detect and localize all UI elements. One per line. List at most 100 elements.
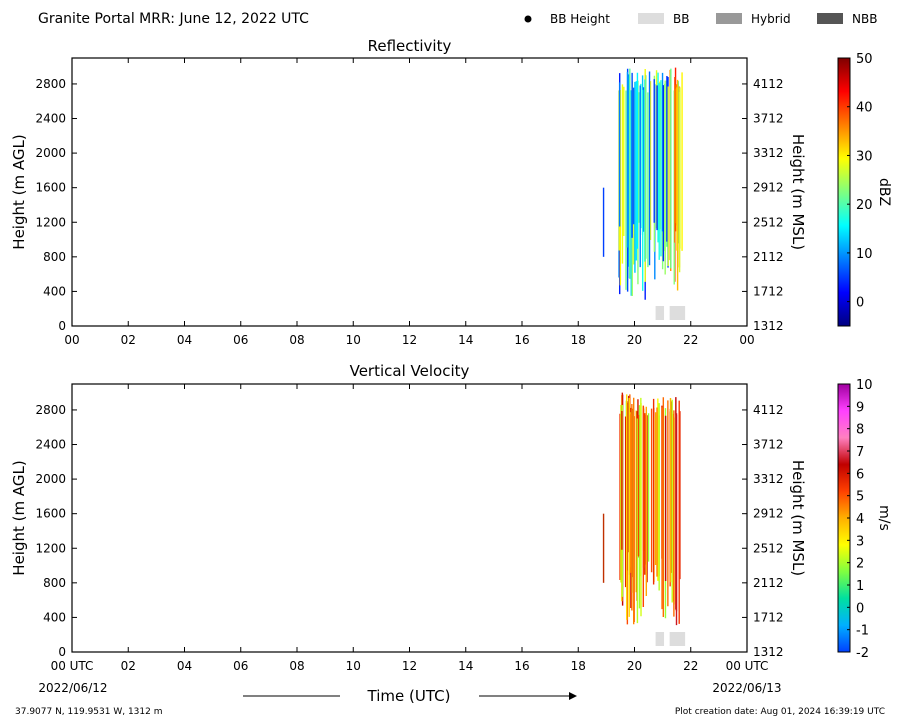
y-tick-label-right: 2912 [753, 181, 784, 195]
x-tick-label: 16 [514, 659, 529, 673]
legend-bb-height-label: BB Height [550, 12, 610, 26]
x-tick-label: 00 [64, 333, 79, 347]
x-tick-label: 00 UTC [51, 659, 94, 673]
legend-bb-label: BB [673, 12, 689, 26]
y-tick-label: 1600 [35, 181, 66, 195]
legend-nbb-patch [817, 13, 843, 24]
y-tick-label: 1600 [35, 507, 66, 521]
y-tick-label-right: 3312 [753, 472, 784, 486]
y-tick-label-right: 3312 [753, 146, 784, 160]
x-tick-label: 06 [233, 333, 248, 347]
x-tick-label: 08 [289, 333, 304, 347]
y-tick-label-right: 2512 [753, 541, 784, 555]
time-arrow-head [569, 692, 577, 700]
x-tick-label: 12 [402, 659, 417, 673]
x-tick-label: 14 [458, 333, 473, 347]
legend-nbb-label: NBB [852, 12, 877, 26]
colorbar-tick-label: 2 [856, 557, 864, 572]
colorbar-tick-label: 0 [856, 296, 864, 311]
y-tick-label: 1200 [35, 215, 66, 229]
bright-band-marker [669, 632, 686, 646]
colorbar-tick-label: 5 [856, 490, 864, 505]
legend-bb-patch [638, 13, 664, 24]
x-tick-label: 14 [458, 659, 473, 673]
end-date-label: 2022/06/13 [712, 681, 781, 695]
x-tick-label: 04 [177, 333, 192, 347]
y-axis-label: Height (m AGL) [10, 460, 28, 575]
y-axis-label-right: Height (m MSL) [789, 134, 807, 250]
x-tick-label: 18 [571, 659, 586, 673]
colorbar-tick-label: 50 [856, 52, 873, 67]
colorbar-tick-label: 4 [856, 512, 864, 527]
y-tick-label: 2000 [35, 146, 66, 160]
y-tick-label-right: 3712 [753, 438, 784, 452]
x-tick-label: 10 [346, 659, 361, 673]
data-region [602, 392, 681, 626]
colorbar-tick-label: 10 [856, 378, 873, 393]
colorbar-tick-label: 0 [856, 601, 864, 616]
x-tick-label: 06 [233, 659, 248, 673]
colorbar-tick-label: -1 [856, 624, 869, 639]
legend-bb-height-dot [524, 15, 532, 23]
y-tick-label-right: 2512 [753, 215, 784, 229]
location-label: 37.9077 N, 119.9531 W, 1312 m [15, 707, 163, 717]
colorbar-tick-label: 8 [856, 423, 864, 438]
bright-band-marker [655, 632, 665, 646]
x-tick-label: 12 [402, 333, 417, 347]
y-tick-label-right: 1312 [753, 319, 784, 333]
colorbar-tick-label: 7 [856, 445, 864, 460]
y-tick-label-right: 4112 [753, 77, 784, 91]
y-tick-label: 2800 [35, 77, 66, 91]
colorbar-tick-label: 6 [856, 467, 864, 482]
y-tick-label: 2000 [35, 472, 66, 486]
panel-title: Reflectivity [368, 37, 452, 55]
y-axis-label-right: Height (m MSL) [789, 460, 807, 576]
x-tick-label: 16 [514, 333, 529, 347]
y-tick-label: 2400 [35, 438, 66, 452]
y-tick-label-right: 2112 [753, 250, 784, 264]
y-tick-label-right: 2912 [753, 507, 784, 521]
y-tick-label: 800 [43, 250, 66, 264]
x-tick-label: 22 [683, 659, 698, 673]
x-tick-label: 18 [571, 333, 586, 347]
colorbar-tick-label: 9 [856, 400, 864, 415]
y-tick-label-right: 3712 [753, 112, 784, 126]
y-tick-label: 400 [43, 610, 66, 624]
colorbar-tick-label: 10 [856, 247, 873, 262]
colorbar-tick-label: 20 [856, 198, 873, 213]
y-tick-label-right: 1312 [753, 645, 784, 659]
bright-band-marker [669, 306, 686, 320]
start-date-label: 2022/06/12 [38, 681, 107, 695]
x-tick-label: 02 [121, 659, 136, 673]
legend-hybrid-patch [716, 13, 742, 24]
y-tick-label: 0 [58, 319, 66, 333]
y-tick-label: 800 [43, 576, 66, 590]
data-region [602, 67, 683, 300]
colorbar-tick-label: 30 [856, 149, 873, 164]
time-axis-label: Time (UTC) [367, 687, 451, 705]
colorbar-tick-label: 3 [856, 534, 864, 549]
panel-title: Vertical Velocity [350, 362, 470, 380]
colorbar-tick-label: 40 [856, 101, 873, 116]
y-tick-label-right: 1712 [753, 284, 784, 298]
colorbar-tick-label: 1 [856, 579, 864, 594]
colorbar [837, 57, 851, 327]
x-tick-label: 00 UTC [726, 659, 769, 673]
bright-band-marker [655, 306, 665, 320]
creation-date-label: Plot creation date: Aug 01, 2024 16:39:1… [675, 707, 885, 717]
colorbar-tick-label: -2 [856, 646, 869, 661]
y-tick-label: 1200 [35, 541, 66, 555]
x-tick-label: 08 [289, 659, 304, 673]
y-tick-label: 2800 [35, 403, 66, 417]
x-tick-label: 00 [739, 333, 754, 347]
colorbar-label: dBZ [876, 178, 892, 206]
x-tick-label: 22 [683, 333, 698, 347]
y-tick-label-right: 1712 [753, 610, 784, 624]
y-tick-label-right: 2112 [753, 576, 784, 590]
y-tick-label: 400 [43, 284, 66, 298]
y-tick-label: 2400 [35, 112, 66, 126]
y-axis-label: Height (m AGL) [10, 134, 28, 249]
y-tick-label: 0 [58, 645, 66, 659]
